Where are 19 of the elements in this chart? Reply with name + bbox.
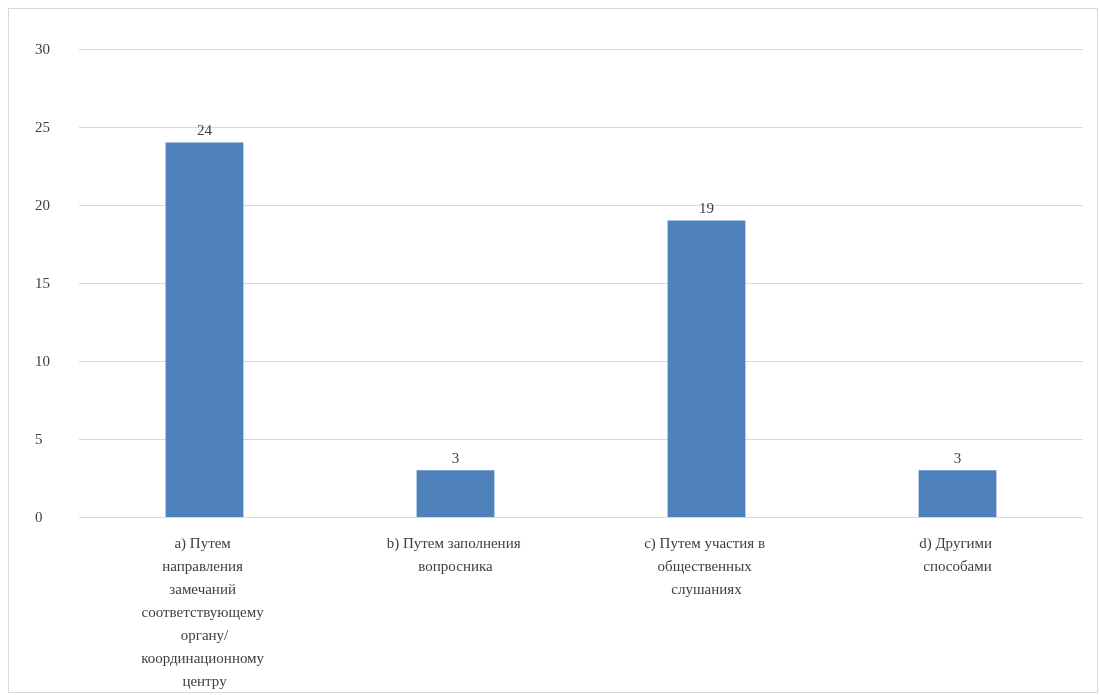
data-label: 19 — [699, 200, 714, 217]
x-tick-label: d) Другими способами — [919, 534, 996, 574]
y-tick-label: 20 — [35, 197, 50, 213]
y-tick-label: 5 — [35, 431, 43, 447]
data-label: 3 — [451, 449, 460, 466]
data-label: 3 — [953, 449, 962, 466]
x-tick-label: b) Путем заполнения вопросника — [386, 534, 525, 574]
x-tick-label: c) Путем участия в общественных слушаниях — [644, 534, 769, 597]
y-tick-label: 15 — [35, 275, 50, 291]
bar — [416, 470, 495, 517]
bar — [667, 220, 746, 517]
bar — [165, 142, 244, 517]
y-tick-label: 0 — [35, 509, 43, 525]
y-tick-label: 10 — [35, 353, 50, 369]
x-tick-label: a) Путем направления замечаний соответствующему органу/координационному центру — [141, 534, 268, 689]
y-tick-label: 30 — [35, 41, 50, 57]
data-label: 24 — [197, 122, 213, 139]
bar — [918, 470, 997, 517]
y-tick-label: 25 — [35, 119, 50, 135]
